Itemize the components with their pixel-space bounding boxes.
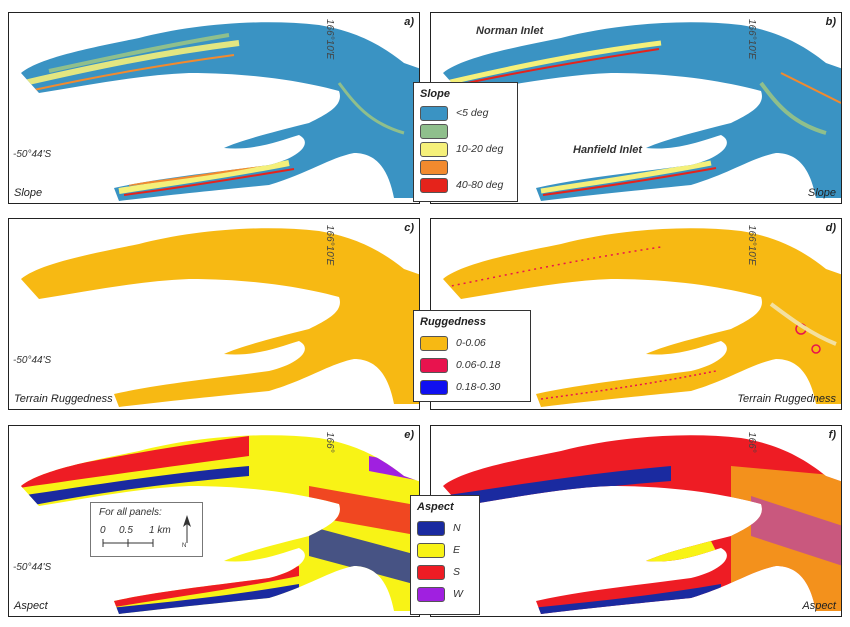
panel-e-aspect: e) 166° -50°44'S Aspect — [8, 425, 420, 617]
panel-letter: e) — [404, 429, 414, 441]
latitude-label: -50°44'S — [13, 355, 52, 366]
longitude-label: 166°10'E — [324, 225, 335, 266]
scale-tick-label: 1 km — [149, 525, 171, 536]
legend-swatch — [417, 564, 445, 580]
legend-item: <5 deg — [420, 104, 511, 122]
aspect-map-f — [443, 435, 841, 615]
legend-item: E — [417, 539, 473, 561]
legend-title: Ruggedness — [420, 316, 487, 328]
panel-b-slope: b) 166°10'E Norman Inlet Hanfield Inlet … — [430, 12, 842, 204]
latitude-label: -50°44'S — [13, 562, 52, 573]
legend-item: 0.06-0.18 — [420, 354, 524, 376]
panel-letter: d) — [825, 222, 836, 234]
panel-letter: f) — [828, 429, 836, 441]
legend-item — [420, 158, 511, 176]
scale-bar-box: For all panels: 0 0.5 1 km N — [90, 502, 203, 557]
north-arrow-icon — [183, 515, 191, 543]
longitude-label: 166°10'E — [324, 19, 335, 60]
legend-item: N — [417, 517, 473, 539]
legend-swatch — [420, 357, 448, 373]
slope-map-a — [21, 22, 419, 202]
scale-tick-label: 0 — [100, 525, 106, 536]
north-label: N — [182, 543, 187, 549]
legend-item: W — [417, 583, 473, 605]
legend-label: 0.18-0.30 — [456, 381, 501, 393]
legend-swatch — [417, 586, 445, 602]
panel-f-aspect: f) 166° Aspect — [430, 425, 842, 617]
panel-label: Slope — [807, 187, 836, 199]
aspect-legend: Aspect N E S W — [410, 495, 480, 615]
legend-item: 0.18-0.30 — [420, 376, 524, 398]
legend-label: <5 deg — [456, 107, 489, 119]
scale-bar-icon — [102, 539, 154, 547]
legend-swatch — [420, 177, 448, 193]
panel-letter: b) — [825, 16, 836, 28]
legend-swatch — [420, 141, 448, 157]
legend-label: W — [453, 588, 463, 600]
ruggedness-legend: Ruggedness 0-0.06 0.06-0.18 0.18-0.30 — [413, 310, 531, 402]
legend-label: 0-0.06 — [456, 337, 486, 349]
legend-item — [420, 122, 511, 140]
legend-label: 10-20 deg — [456, 143, 504, 155]
place-name-hanfield-inlet: Hanfield Inlet — [573, 144, 643, 156]
legend-swatch — [417, 542, 445, 558]
aspect-map-e — [21, 435, 419, 615]
place-name-norman-inlet: Norman Inlet — [476, 25, 544, 37]
legend-swatch — [420, 105, 448, 121]
panel-c-ruggedness: c) 166°10'E -50°44'S Terrain Ruggedness — [8, 218, 420, 410]
panel-label: Aspect — [14, 600, 48, 612]
legend-swatch — [420, 335, 448, 351]
longitude-label: 166°10'E — [746, 225, 757, 266]
legend-swatch — [420, 159, 448, 175]
panel-label: Terrain Ruggedness — [14, 393, 113, 405]
legend-swatch — [420, 379, 448, 395]
panel-letter: c) — [404, 222, 414, 234]
panel-letter: a) — [404, 16, 414, 28]
legend-item: 10-20 deg — [420, 140, 511, 158]
legend-item: 40-80 deg — [420, 176, 511, 194]
legend-swatch — [417, 520, 445, 536]
legend-label: S — [453, 566, 461, 578]
legend-item: 0-0.06 — [420, 332, 524, 354]
panel-a-slope: a) 166°10'E -50°44'S Slope — [8, 12, 420, 204]
scale-bar-title: For all panels: — [99, 507, 162, 518]
legend-label: 40-80 deg — [456, 179, 504, 191]
scale-tick-label: 0.5 — [119, 525, 133, 536]
panel-label: Terrain Ruggedness — [737, 393, 836, 405]
panel-label: Slope — [14, 187, 43, 199]
panel-label: Aspect — [802, 600, 836, 612]
longitude-label: 166° — [324, 432, 335, 453]
longitude-label: 166° — [746, 432, 757, 453]
legend-label: E — [453, 544, 461, 556]
legend-title: Slope — [420, 88, 450, 100]
latitude-label: -50°44'S — [13, 149, 52, 160]
legend-item: S — [417, 561, 473, 583]
legend-label: N — [453, 522, 461, 534]
ruggedness-map-c — [21, 228, 419, 408]
legend-swatch — [420, 123, 448, 139]
legend-label: 0.06-0.18 — [456, 359, 501, 371]
slope-legend: Slope <5 deg 10-20 deg 40-80 deg — [413, 82, 518, 202]
longitude-label: 166°10'E — [746, 19, 757, 60]
legend-title: Aspect — [417, 501, 454, 513]
